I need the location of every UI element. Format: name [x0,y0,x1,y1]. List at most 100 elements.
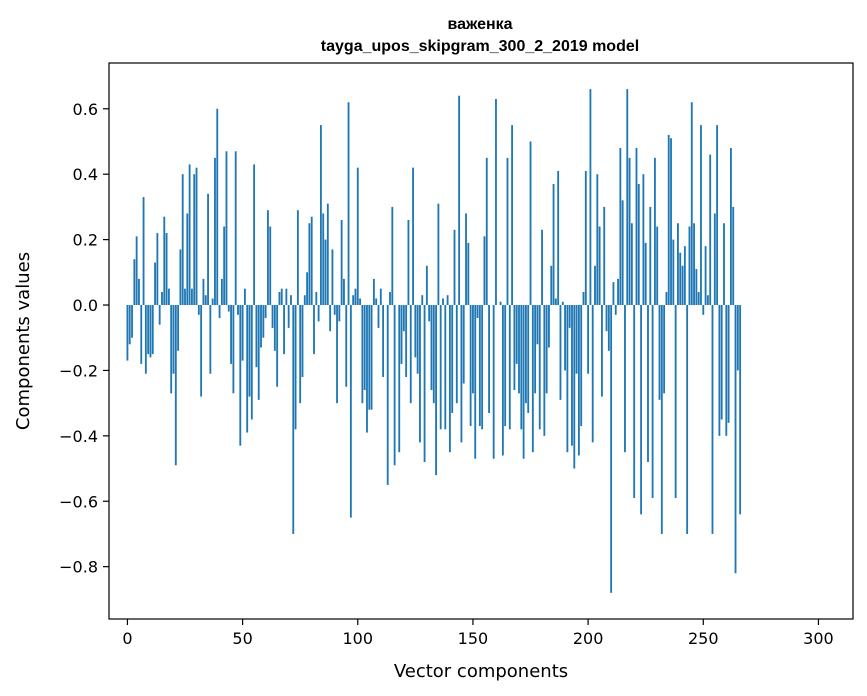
bar [211,298,214,306]
bar [531,305,534,453]
bar [285,288,288,306]
bar [596,174,599,306]
bar [730,148,732,306]
bar [181,174,184,306]
bar [478,305,481,427]
bar [165,233,168,306]
bar [310,216,313,306]
bar [202,278,205,306]
bar [264,305,267,319]
bar [439,305,442,430]
bar [423,305,426,463]
bar [561,301,564,306]
bar [700,125,702,306]
bar [322,213,325,306]
bar [529,141,532,306]
bar [214,157,216,306]
plot-area [109,63,853,619]
y-tick-label: 0.0 [73,296,98,315]
bar [283,305,285,355]
bar [506,157,509,306]
bar [515,305,518,364]
bar [610,305,613,593]
bar [483,236,486,306]
bar [128,305,131,345]
bar [184,288,186,306]
bar [536,305,539,345]
bar [451,305,454,413]
bar [672,239,675,306]
bar [635,148,638,306]
bar [250,305,253,420]
bar [444,305,447,430]
bar [637,184,640,306]
bar [566,305,569,453]
bar [467,242,470,306]
bar [246,305,249,433]
bar [234,151,237,306]
bar [577,305,580,456]
bar [172,305,175,374]
bar [156,233,159,306]
bar [656,226,659,306]
bar [354,288,357,306]
bar [430,305,433,391]
bar [303,295,306,306]
bar [626,89,629,306]
bar [605,305,608,332]
bar [280,288,283,306]
bar [154,262,156,306]
bar [545,305,548,394]
bar [290,295,292,306]
bar [338,305,341,322]
bar [370,305,373,410]
bar [465,213,467,306]
bar [177,305,180,351]
bar [294,305,297,430]
bar [446,295,449,306]
bar [711,305,714,534]
bar [326,203,329,306]
bar [174,305,177,466]
bar [379,288,382,306]
bar [147,305,150,355]
bar [416,305,419,374]
bar [393,305,396,466]
bar [683,246,686,306]
bar [407,219,410,306]
bar [589,89,592,306]
bar [665,291,668,306]
bar [329,305,332,332]
bar [727,305,730,423]
bar [476,305,479,319]
bar [469,305,472,427]
chart-title-line1: важенка [447,16,512,33]
bar [133,259,136,306]
bar [336,305,338,404]
bar [499,301,502,306]
bar [704,246,707,306]
bar [642,174,645,306]
bar [361,305,364,404]
y-tick-label: −0.2 [59,361,98,380]
bar [607,305,610,351]
bar [313,305,315,355]
bar [601,305,603,397]
bar [273,305,276,351]
bar [462,305,465,384]
bar [319,125,322,306]
bar [653,157,656,306]
bar [587,305,590,374]
bar [628,157,631,306]
bar [614,305,617,315]
bar [647,305,649,463]
bar [435,305,437,476]
bar [538,305,541,430]
bar [299,305,302,404]
y-tick-label: −0.8 [59,558,98,577]
bar [425,265,428,306]
bar [340,219,343,306]
bar [686,305,689,534]
bar [239,305,242,446]
y-axis-ticks: −0.8 −0.6 −0.4 −0.2 0.0 0.2 0.4 0.6 [59,100,109,577]
